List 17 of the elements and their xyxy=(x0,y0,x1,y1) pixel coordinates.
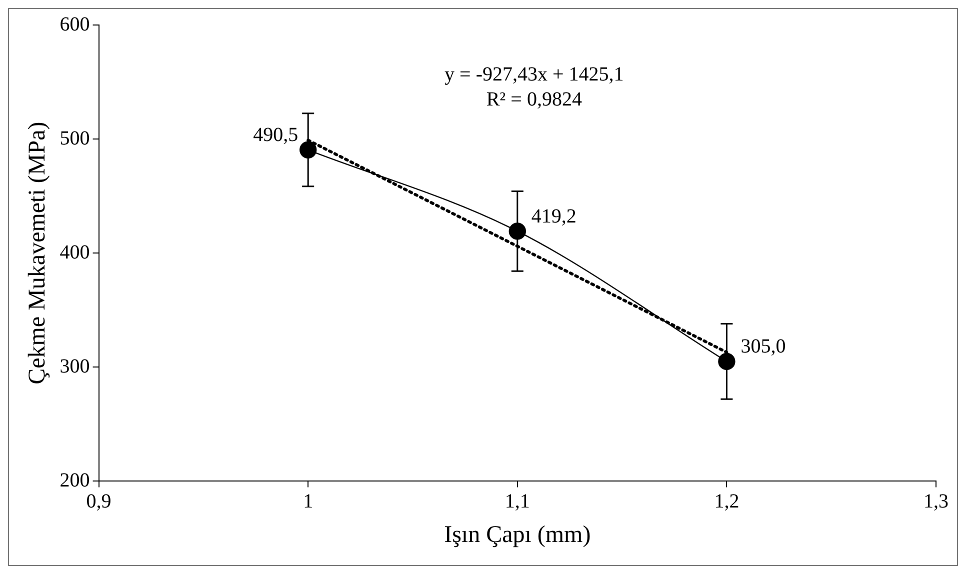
x-tick-label: 0,9 xyxy=(86,490,112,512)
data-label: 419,2 xyxy=(531,205,576,228)
data-label: 305,0 xyxy=(740,336,786,358)
x-tick-label: 1,3 xyxy=(924,490,948,512)
x-tick-label: 1 xyxy=(303,490,314,512)
annotation: R² = 0,9824 xyxy=(486,88,582,110)
y-tick-label: 300 xyxy=(60,355,90,378)
y-tick-label: 500 xyxy=(60,127,90,150)
y-tick-label: 200 xyxy=(60,469,90,492)
x-tick-label: 1,2 xyxy=(714,490,740,512)
y-tick-label: 600 xyxy=(60,13,90,36)
annotation: y = -927,43x + 1425,1 xyxy=(444,63,624,86)
x-tick-label: 1,1 xyxy=(504,490,530,512)
y-axis-title: Çekme Mukavemeti (MPa) xyxy=(24,122,51,384)
data-label: 490,5 xyxy=(253,124,298,146)
y-tick-label: 400 xyxy=(60,241,90,264)
x-axis-title: Işın Çapı (mm) xyxy=(444,522,591,548)
